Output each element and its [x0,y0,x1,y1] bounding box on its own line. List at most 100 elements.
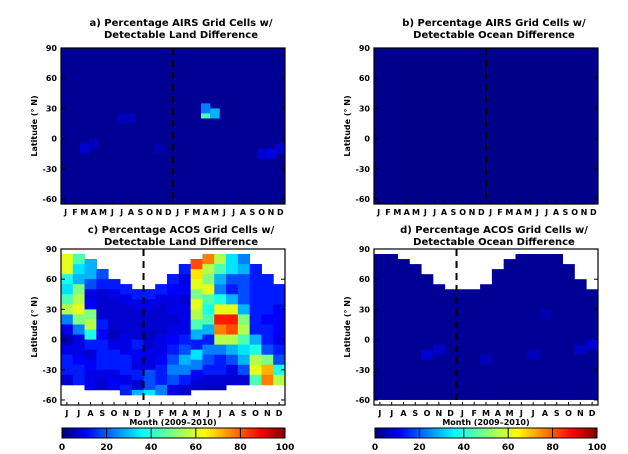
heatmap-cell [226,324,239,335]
x-tick-label: N [156,208,163,217]
x-tick-label: O [424,409,431,418]
heatmap-cell [61,324,74,335]
x-tick-label: D [276,409,283,418]
heatmap-cell [131,359,144,371]
coverage-column [409,264,422,400]
x-tick-label: J [206,409,210,418]
x-tick-label: M [524,208,532,217]
x-tick-label: M [506,409,514,418]
heatmap-cell [167,304,180,315]
heatmap-cell [178,324,192,335]
heatmap-cell [202,254,215,265]
heatmap-cell [61,354,74,366]
heatmap-cell [201,103,211,114]
x-tick-label: J [231,208,235,217]
heatmap-cell [155,384,168,396]
heatmap-cell [178,274,192,285]
heatmap-cell [61,284,74,295]
panel-title-line: Detectable Land Difference [104,237,258,248]
heatmap-cell [117,113,127,124]
heatmap-cell [202,314,215,325]
y-tick-label: 0 [51,135,57,144]
x-tick-label: F [385,208,390,217]
heatmap-cell [178,364,192,376]
heatmap-cell [108,319,121,330]
x-tick-label: M [505,208,513,217]
heatmap-cell [273,284,286,295]
heatmap-cell [586,339,598,350]
x-axis-label: Month (2009–2010) [442,418,529,427]
heatmap-cell [119,304,133,315]
y-tick-label: 60 [359,74,371,83]
x-tick-label: S [412,409,418,418]
heatmap-cell [249,374,262,386]
heatmap-cell [202,364,215,376]
x-tick-label: S [554,409,560,418]
heatmap-cell [226,314,239,325]
y-tick-label: -60 [356,195,371,204]
panel-b: J F M A M J J A S O N D J F M A M J J A S O N D9060300-30-60Lat… [343,18,599,217]
heatmap-cell [190,369,203,381]
heatmap-cell [155,364,168,376]
coverage-column [539,254,552,400]
heatmap-cell [226,304,239,315]
heatmap-cell [249,314,262,325]
heatmap-cell [214,314,227,325]
heatmap-cell [72,334,85,346]
x-tick-label: A [128,208,135,217]
x-tick-label: A [495,409,502,418]
x-tick-label: O [146,208,153,217]
y-tick-label: 0 [51,336,57,345]
heatmap-cell [237,274,251,285]
x-tick-label: D [134,409,141,418]
heatmap-cell [108,299,121,310]
heatmap-cell [237,364,251,376]
heatmap-cell [108,309,121,320]
heatmap-cell [237,314,251,325]
x-tick-label: J [64,409,68,418]
heatmap-cell [84,339,97,351]
heatmap-cell [273,294,286,305]
heatmap-cell [119,354,133,366]
heatmap-cell [432,344,445,355]
heatmap-cell [72,274,85,285]
heatmap-cell [119,344,133,356]
heatmap-cell [201,108,211,119]
heatmap-cell [119,374,133,386]
colorbar: 0 20 40 60 80 100 [59,427,294,453]
heatmap-cell [131,289,144,300]
y-tick-label: 0 [364,135,370,144]
heatmap-cell [214,304,227,315]
heatmap-cell [190,329,203,340]
heatmap-cell [96,369,109,381]
heatmap-cell [214,364,227,376]
heatmap-cell [178,284,192,295]
x-tick-label: J [147,409,151,418]
heatmap-cell [131,329,144,340]
heatmap-cell [226,294,239,305]
x-tick-label: A [441,208,448,217]
coverage-column [550,254,564,400]
heatmap-cell [190,289,203,300]
heatmap-cell [143,329,156,340]
heatmap-cell [119,334,133,346]
heatmap-cell [84,269,97,280]
x-tick-label: M [99,208,107,217]
panel-d: J J A S O N D J F M A M J J A S O N D9060300-30-60Latitude… [343,225,599,427]
x-tick-label: A [229,409,236,418]
x-tick-label: N [264,409,271,418]
x-tick-label: D [478,208,485,217]
x-tick-label: N [435,409,442,418]
heatmap-cell [202,304,215,315]
colorbar: 0 20 40 60 80 100 [372,427,606,453]
heatmap-cell [275,143,285,154]
y-tick-label: 90 [359,245,371,254]
heatmap-cell [119,284,133,295]
x-tick-label: M [482,409,490,418]
heatmap-cell [273,344,286,356]
heatmap-cell [178,264,192,275]
panel-title-line: Detectable Ocean Difference [413,237,575,248]
heatmap-cell [72,324,85,335]
heatmap-cell [226,364,239,376]
